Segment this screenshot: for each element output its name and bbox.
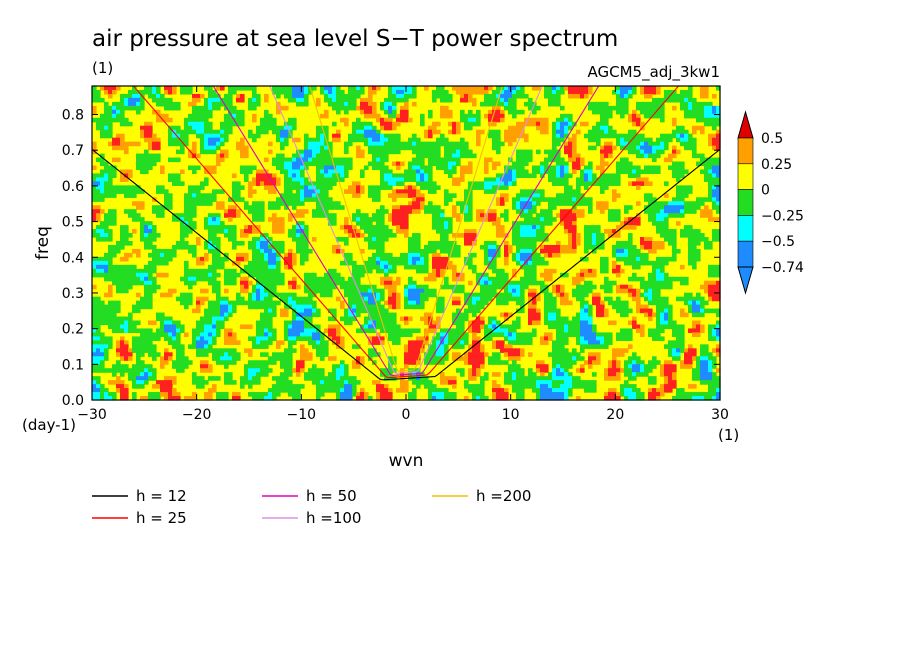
y-axis: 0.0 0.1 0.2 0.3 0.4 0.5 0.6 0.7 0.8 xyxy=(62,108,720,409)
dispersion-curve-h200 xyxy=(309,86,503,372)
colorbar-label: 0.5 xyxy=(761,131,783,147)
colorbar-max-arrow xyxy=(737,110,754,139)
legend-entry: h =100 xyxy=(306,509,361,527)
colorbar-min-arrow xyxy=(737,266,754,295)
y-tick-label: 0.5 xyxy=(62,215,84,231)
colorbar-label: −0.25 xyxy=(761,208,804,224)
legend-entry: h =200 xyxy=(476,487,531,505)
colorbar-segment xyxy=(737,215,754,242)
legend: h = 12 h = 25 h = 50 h =100 h =200 xyxy=(92,487,531,527)
y-axis-unit: (day-1) xyxy=(22,416,76,434)
x-axis-unit: (1) xyxy=(718,426,739,444)
legend-entry: h = 25 xyxy=(136,509,187,527)
colorbar-segment xyxy=(737,163,754,190)
dispersion-curve-h12 xyxy=(92,148,720,381)
y-tick-label: 0.4 xyxy=(62,250,84,266)
y-tick-label: 0.1 xyxy=(62,357,84,373)
dispersion-curve-h50 xyxy=(212,86,600,376)
y-tick-label: 0.2 xyxy=(62,322,84,338)
y-tick-label: 0.8 xyxy=(62,108,84,124)
dispersion-curve-h100 xyxy=(269,86,543,374)
chart-subtitle-right: AGCM5_adj_3kw1 xyxy=(587,63,720,82)
y-tick-label: 0.7 xyxy=(62,143,84,159)
dispersion-curves xyxy=(92,86,720,381)
y-axis-label: freq xyxy=(33,226,53,260)
x-tick-label: −30 xyxy=(77,407,107,423)
y-tick-label: 0.0 xyxy=(62,393,84,409)
colorbar-label: 0 xyxy=(761,183,770,199)
x-tick-label: 0 xyxy=(402,407,411,423)
x-tick-label: −10 xyxy=(287,407,317,423)
x-axis-label: wvn xyxy=(389,451,424,471)
x-axis: −30 −20 −10 0 10 20 30 xyxy=(77,86,729,423)
colorbar-segment xyxy=(737,240,754,268)
y-tick-label: 0.3 xyxy=(62,286,84,302)
legend-entry: h = 50 xyxy=(306,487,357,505)
y-tick-label: 0.6 xyxy=(62,179,84,195)
chart-subtitle-left: (1) xyxy=(92,59,113,77)
colorbar-label: 0.25 xyxy=(761,157,792,173)
colorbar-label: −0.5 xyxy=(761,234,795,250)
colorbar-segment xyxy=(737,137,754,165)
x-tick-label: 30 xyxy=(711,407,729,423)
x-tick-label: −20 xyxy=(182,407,212,423)
heatmap-field xyxy=(92,86,721,401)
dispersion-curve-h25 xyxy=(132,86,680,379)
x-tick-label: 10 xyxy=(502,407,520,423)
colorbar-segment xyxy=(737,189,754,216)
colorbar-label: −0.74 xyxy=(761,260,804,276)
legend-entry: h = 12 xyxy=(136,487,187,505)
chart-title: air pressure at sea level S−T power spec… xyxy=(92,26,618,52)
colorbar: 0.5 0.25 0 −0.25 −0.5 −0.74 xyxy=(737,110,804,295)
x-tick-label: 20 xyxy=(606,407,624,423)
